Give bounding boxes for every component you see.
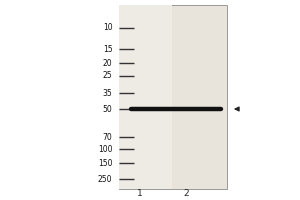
Bar [118,5,172,189]
Text: 150: 150 [98,158,112,168]
Text: 15: 15 [103,45,112,53]
Text: 35: 35 [103,88,112,98]
Text: 1: 1 [136,189,142,198]
Text: 10: 10 [103,23,112,32]
Text: 70: 70 [103,132,112,142]
Text: 250: 250 [98,174,112,184]
Text: 50: 50 [103,104,112,114]
Text: 20: 20 [103,58,112,68]
Bar [118,5,226,189]
Text: 25: 25 [103,72,112,80]
Text: 2: 2 [183,189,189,198]
Text: 100: 100 [98,144,112,154]
